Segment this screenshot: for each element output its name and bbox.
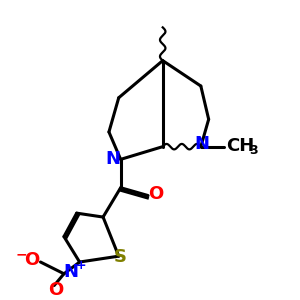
Text: O: O bbox=[49, 281, 64, 299]
Text: 3: 3 bbox=[249, 144, 258, 157]
Text: S: S bbox=[114, 248, 127, 266]
Text: CH: CH bbox=[226, 137, 254, 155]
Text: N: N bbox=[194, 135, 209, 153]
Text: −: − bbox=[15, 247, 27, 261]
Text: O: O bbox=[24, 251, 39, 269]
Text: +: + bbox=[75, 260, 86, 272]
Text: O: O bbox=[148, 184, 164, 202]
Text: N: N bbox=[105, 150, 120, 168]
Text: N: N bbox=[63, 263, 78, 281]
